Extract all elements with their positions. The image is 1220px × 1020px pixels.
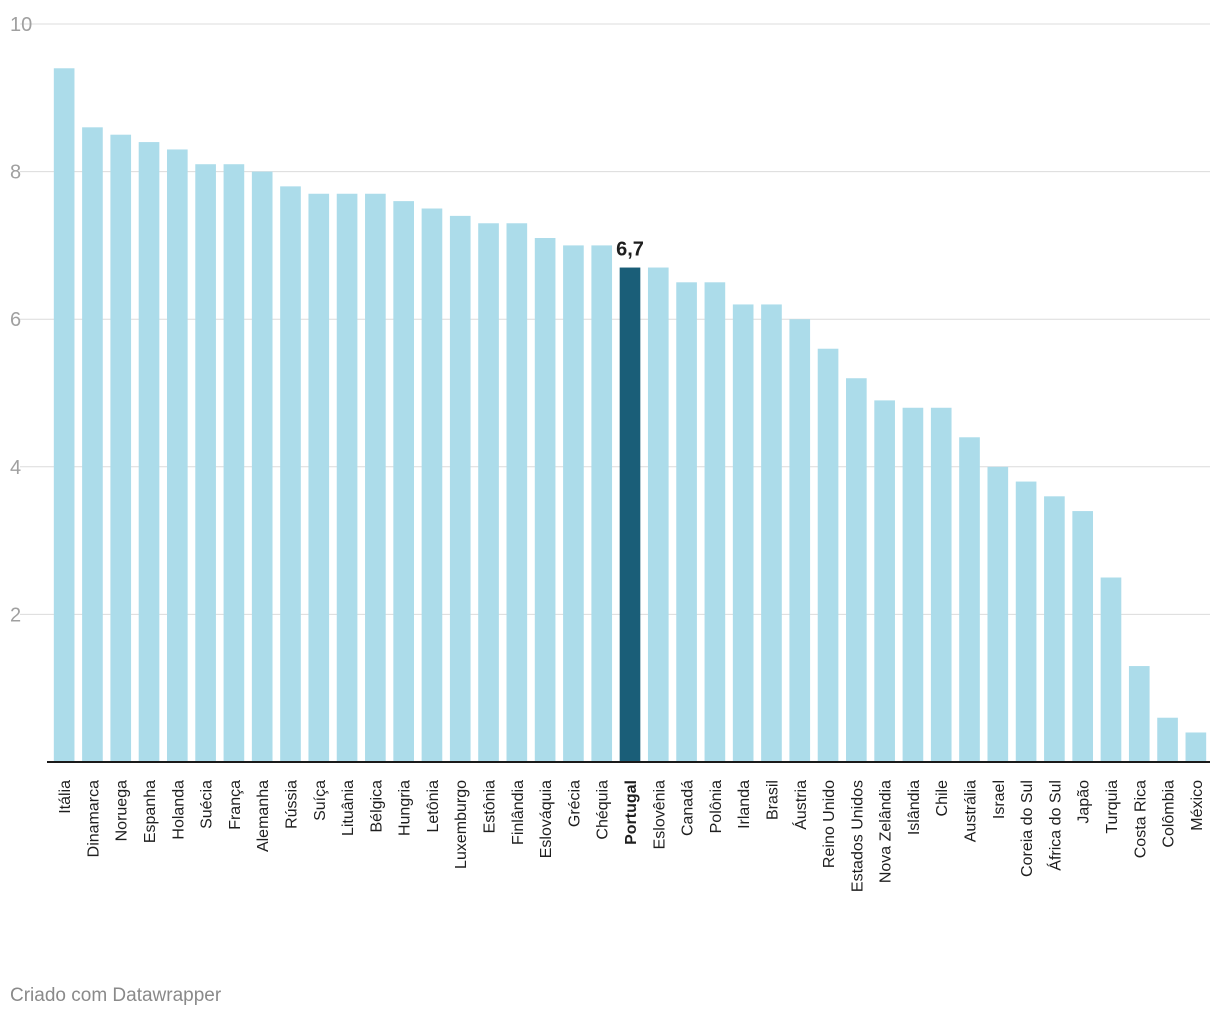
x-tick-label: África do Sul: [1045, 780, 1064, 871]
x-tick-label: Bélgica: [368, 780, 385, 833]
bar-Islândia: [902, 407, 924, 762]
bar-Estônia: [478, 223, 499, 762]
data-label-Portugal: 6,7: [616, 239, 644, 261]
bar-Eslováquia: [534, 238, 556, 762]
x-tick-label: Estônia: [482, 780, 499, 833]
x-tick-label: Luxemburgo: [453, 780, 470, 869]
y-tick-label: 8: [10, 162, 21, 184]
bar-Reino Unido: [817, 348, 839, 762]
x-tick-label: Dinamarca: [85, 780, 102, 857]
x-tick-label: Lituânia: [340, 780, 357, 836]
x-tick-label: Nova Zelândia: [878, 780, 895, 883]
bar-Lituânia: [336, 193, 358, 763]
bar-Chile: [930, 407, 952, 762]
x-tick-label: Japão: [1076, 780, 1093, 824]
x-tick-label: Eslovênia: [651, 780, 668, 849]
y-tick-label: 6: [10, 309, 21, 331]
credit-text: Criado com Datawrapper: [10, 985, 222, 1006]
x-tick-label: Irlanda: [736, 780, 753, 829]
bar-Austrália: [959, 437, 980, 762]
x-tick-label: Chile: [934, 780, 951, 817]
x-tick-label: Espanha: [142, 780, 159, 843]
bar-Canadá: [676, 282, 697, 762]
bar-Alemanha: [251, 171, 273, 763]
y-tick-label: 4: [10, 457, 21, 479]
x-tick-label: Grécia: [566, 780, 583, 827]
x-tick-label: Costa Rica: [1132, 780, 1149, 858]
bar-Japão: [1072, 511, 1094, 762]
x-tick-label: Hungria: [397, 780, 414, 836]
x-tick-label: Canadá: [680, 780, 697, 836]
bar-Luxemburgo: [449, 215, 471, 762]
y-tick-label: 10: [10, 14, 32, 36]
x-tick-label: Polônia: [708, 780, 725, 833]
x-tick-label: Finlândia: [510, 780, 527, 845]
bar-Rússia: [280, 186, 301, 763]
bar-Irlanda: [732, 304, 754, 762]
x-tick-label: Colômbia: [1161, 780, 1178, 848]
bar-Bélgica: [365, 193, 386, 763]
x-tick-label: México: [1189, 780, 1206, 831]
x-tick-label: Áustria: [791, 780, 810, 830]
x-tick-label: Israel: [991, 780, 1008, 819]
bar-Áustria: [789, 319, 811, 762]
bar-Brasil: [761, 304, 782, 762]
x-axis-labels: Itália Dinamarca Noruega Espanha Holanda Suéc…: [57, 780, 1206, 892]
x-tick-label: Chéquia: [595, 780, 612, 840]
x-tick-label: Coreia do Sul: [1019, 780, 1036, 877]
bar-França: [223, 164, 245, 763]
x-tick-label: França: [227, 780, 244, 830]
bar-Letônia: [421, 208, 443, 762]
x-tick-label: Rússia: [283, 780, 300, 829]
bar-Espanha: [138, 142, 160, 762]
bars: [53, 68, 1207, 763]
bar-Turquia: [1100, 577, 1122, 762]
x-tick-label: Portugal: [623, 780, 640, 845]
bar-Dinamarca: [82, 127, 103, 762]
x-tick-label: Austrália: [963, 780, 980, 842]
x-tick-label: Islândia: [906, 780, 923, 835]
bar-Coreia do Sul: [1015, 481, 1037, 762]
bar-Nova Zelândia: [874, 400, 895, 762]
x-tick-label: Brasil: [764, 780, 781, 820]
bar-Costa Rica: [1128, 666, 1150, 762]
x-tick-label: Letônia: [425, 780, 442, 833]
y-axis-ticks: 2 4 6 8 10: [10, 14, 32, 626]
bar-Estados Unidos: [846, 378, 867, 762]
bar-México: [1185, 732, 1207, 762]
bar-Finlândia: [506, 223, 528, 762]
bar-Portugal: [619, 267, 641, 762]
bar-Suécia: [195, 164, 216, 763]
x-tick-label: Holanda: [170, 780, 187, 840]
bar-Suíça: [308, 193, 330, 763]
data-labels: 6,7: [616, 239, 644, 261]
x-tick-label: Eslováquia: [538, 780, 555, 858]
x-tick-label: Turquia: [1104, 780, 1121, 834]
x-tick-label: Reino Unido: [821, 780, 838, 868]
x-tick-label: Alemanha: [255, 780, 272, 852]
x-tick-label: Suíça: [312, 780, 329, 821]
x-tick-label: Estados Unidos: [849, 780, 866, 892]
x-tick-label: Noruega: [114, 780, 131, 841]
bar-Israel: [987, 466, 1009, 762]
bar-Polônia: [704, 282, 726, 762]
bar-Hungria: [393, 201, 414, 762]
bar-Holanda: [166, 149, 188, 762]
bar-Eslovênia: [647, 267, 669, 762]
bar-Itália: [53, 68, 75, 762]
gridlines: [20, 23, 1210, 615]
bar-África do Sul: [1044, 496, 1065, 762]
bar-Chéquia: [591, 245, 613, 762]
bar-Colômbia: [1157, 717, 1178, 762]
bar-Grécia: [563, 245, 584, 762]
x-tick-label: Itália: [57, 780, 74, 814]
bar-Noruega: [110, 134, 132, 762]
y-tick-label: 2: [10, 604, 21, 626]
x-tick-label: Suécia: [199, 780, 216, 829]
